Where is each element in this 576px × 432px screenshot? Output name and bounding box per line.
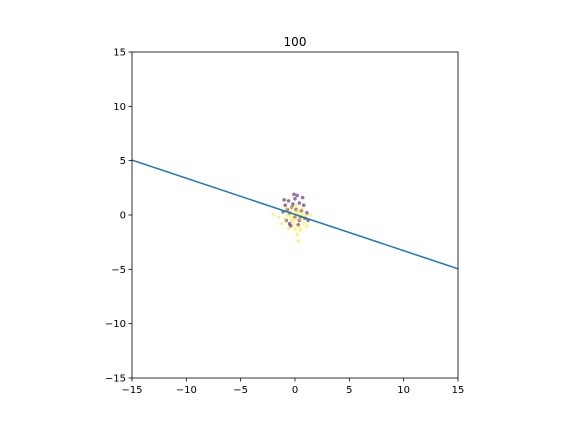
data-point-class-0	[286, 199, 291, 203]
data-point-class-0	[301, 203, 306, 208]
data-point-class-0	[305, 211, 309, 215]
data-point-class-1	[271, 213, 276, 217]
data-point-class-1	[295, 232, 299, 237]
x-tick-label: −10	[176, 385, 197, 396]
data-point-class-1	[305, 224, 309, 228]
data-point-class-1	[300, 207, 305, 212]
data-point-class-1	[295, 208, 299, 213]
x-tick-label: 0	[292, 385, 298, 396]
data-point-class-0	[287, 221, 292, 226]
y-tick-label: 5	[120, 156, 126, 167]
y-tick-label: −15	[105, 374, 126, 385]
data-point-class-0	[297, 201, 302, 205]
data-point-class-1	[280, 221, 284, 226]
data-point-class-1	[298, 217, 303, 222]
data-point-class-0	[283, 203, 288, 208]
data-point-class-1	[294, 204, 298, 209]
y-tick-label: 10	[113, 102, 126, 113]
x-tick-label: 5	[346, 385, 352, 396]
x-tick-label: −5	[233, 385, 248, 396]
data-point-class-1	[284, 206, 289, 211]
x-tick-label: −15	[121, 385, 142, 396]
data-point-class-1	[288, 214, 293, 218]
x-tick-label: 15	[452, 385, 465, 396]
y-tick-label: 0	[120, 211, 126, 222]
data-point-class-0	[295, 193, 299, 198]
data-point-class-1	[292, 222, 296, 227]
x-tick-label: 10	[397, 385, 410, 396]
data-point-class-1	[289, 217, 294, 222]
data-point-class-1	[294, 216, 298, 221]
data-point-class-1	[283, 217, 288, 222]
y-axis: −15 −10 −5 0 5 10 15	[105, 48, 132, 385]
data-point-class-1	[299, 212, 304, 216]
chart-title: 100	[284, 35, 307, 49]
data-point-class-0	[292, 192, 296, 197]
y-tick-label: 15	[113, 48, 126, 59]
data-point-class-1	[276, 215, 281, 219]
data-point-class-0	[300, 195, 305, 200]
data-point-class-1	[301, 221, 306, 226]
data-point-class-1	[286, 226, 291, 230]
scatter-points	[271, 192, 313, 243]
data-point-class-1	[285, 213, 290, 217]
data-point-class-1	[293, 227, 297, 231]
data-point-class-0	[293, 196, 297, 201]
decision-line-layer	[132, 159, 458, 270]
data-point-class-1	[289, 206, 294, 211]
data-point-class-1	[296, 239, 301, 243]
y-tick-label: −10	[105, 319, 126, 330]
data-point-class-0	[291, 202, 295, 206]
data-point-class-1	[298, 228, 303, 233]
x-axis: −15 −10 −5 0 5 10 15	[121, 378, 464, 396]
y-tick-label: −5	[111, 265, 126, 276]
data-point-class-0	[282, 197, 286, 202]
decision-line	[132, 159, 458, 270]
data-point-class-1	[308, 213, 313, 217]
data-point-class-1	[297, 225, 302, 229]
